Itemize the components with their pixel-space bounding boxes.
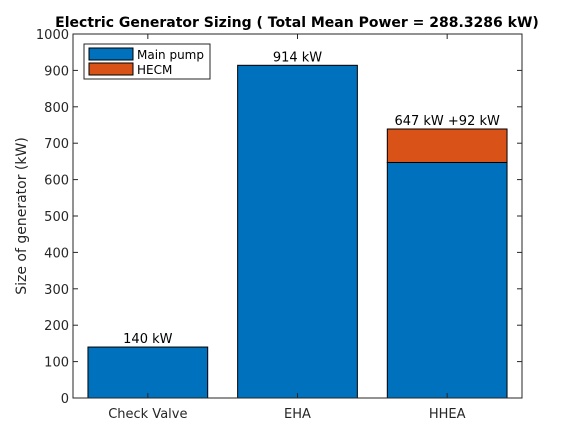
y-axis-ticks: 0 100 200 300 400 500 600 700 800 900 1000	[36, 28, 522, 407]
y-tick-label: 900	[44, 64, 69, 79]
legend-swatch	[88, 47, 134, 61]
bars	[87, 64, 508, 399]
x-tick-label: EHA	[284, 407, 311, 422]
plot-frame	[72, 33, 523, 399]
data-label: 647 kW +92 kW	[394, 114, 500, 129]
y-tick-label: 500	[44, 210, 69, 225]
x-axis-ticks: Check Valve EHA HHEA	[108, 34, 466, 422]
chart-title: Electric Generator Sizing ( Total Mean P…	[55, 15, 539, 31]
bar-main-pump-eha	[237, 64, 358, 399]
bar-hecm-hhea	[386, 128, 508, 163]
y-tick-label: 1000	[36, 28, 69, 43]
x-tick-label: HHEA	[429, 407, 466, 422]
legend-label: HECM	[137, 63, 172, 77]
legend-swatch	[88, 62, 134, 76]
y-tick-label: 100	[44, 356, 69, 371]
y-tick-label: 200	[44, 319, 69, 334]
x-tick-label: Check Valve	[108, 407, 187, 422]
bar-main-pump-hhea	[386, 161, 508, 399]
y-tick-label: 0	[61, 392, 69, 407]
data-label: 140 kW	[123, 332, 172, 347]
y-tick-label: 300	[44, 283, 69, 298]
y-tick-label: 800	[44, 101, 69, 116]
y-tick-label: 700	[44, 137, 69, 152]
data-labels: 140 kW 914 kW 647 kW +92 kW	[123, 50, 500, 347]
data-label: 914 kW	[273, 50, 322, 65]
legend-label: Main pump	[137, 48, 204, 62]
y-axis-label: Size of generator (kW)	[14, 137, 30, 295]
y-tick-label: 400	[44, 246, 69, 261]
bar-main-pump-check-valve	[87, 346, 209, 399]
y-tick-label: 600	[44, 174, 69, 189]
